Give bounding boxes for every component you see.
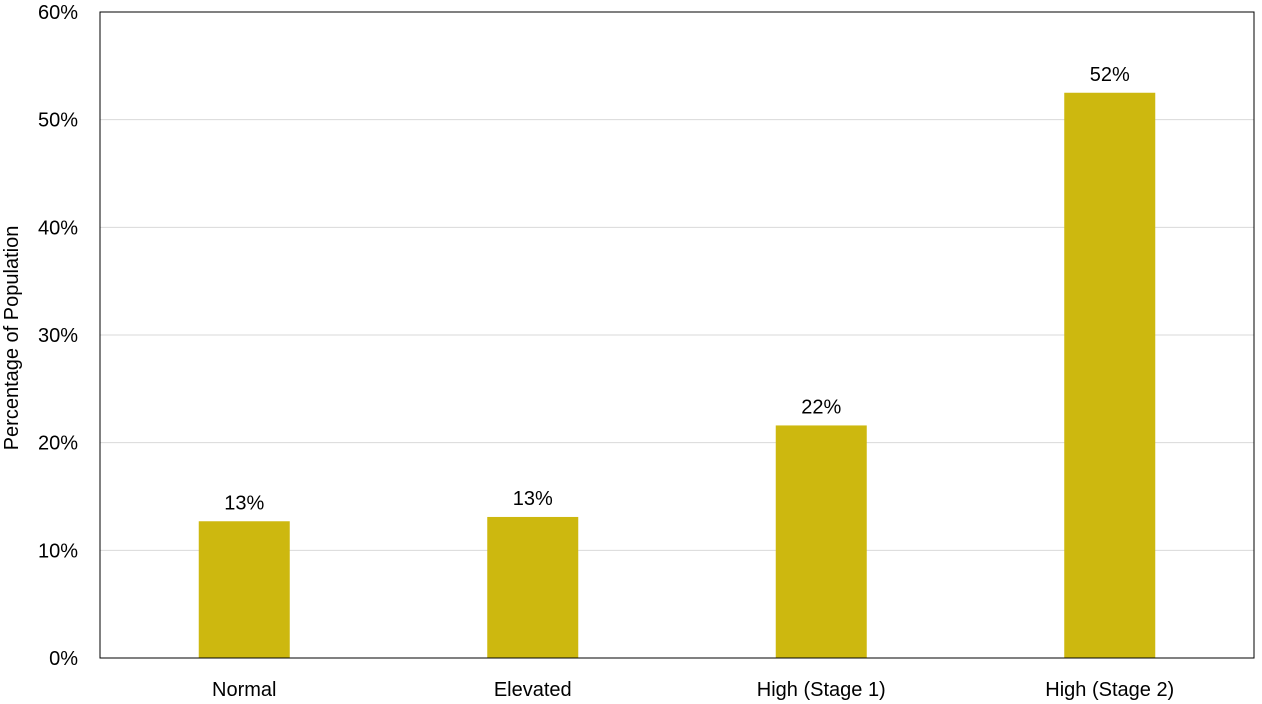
bar xyxy=(487,516,579,658)
x-axis-ticks: Normal Elevated High (Stage 1) High (Stage … xyxy=(212,679,1174,701)
y-tick-label: 20% xyxy=(38,433,78,455)
y-axis-ticks: 0% 10% 20% 30% 40% 50% 60% xyxy=(38,2,78,670)
y-tick-label: 50% xyxy=(38,110,78,132)
bar xyxy=(775,425,867,658)
gridlines xyxy=(100,119,1254,551)
x-tick-label: Normal xyxy=(212,679,276,701)
plot-frame xyxy=(99,11,1255,659)
data-labels: 13% 13% 22% 52% xyxy=(224,64,1130,515)
y-axis-title: Percentage of Population xyxy=(1,226,23,451)
bars xyxy=(198,92,1156,658)
data-label: 13% xyxy=(224,492,264,514)
y-tick-label: 30% xyxy=(38,325,78,347)
data-label: 22% xyxy=(801,396,841,418)
bar xyxy=(198,521,290,658)
y-tick-label: 10% xyxy=(38,540,78,562)
y-tick-label: 60% xyxy=(38,2,78,24)
y-tick-label: 0% xyxy=(49,648,78,670)
data-label: 13% xyxy=(513,488,553,510)
x-tick-label: High (Stage 2) xyxy=(1045,679,1174,701)
data-label: 52% xyxy=(1090,64,1130,86)
bar xyxy=(1064,92,1156,658)
y-tick-label: 40% xyxy=(38,217,78,239)
x-tick-label: Elevated xyxy=(494,679,572,701)
x-tick-label: High (Stage 1) xyxy=(757,679,886,701)
